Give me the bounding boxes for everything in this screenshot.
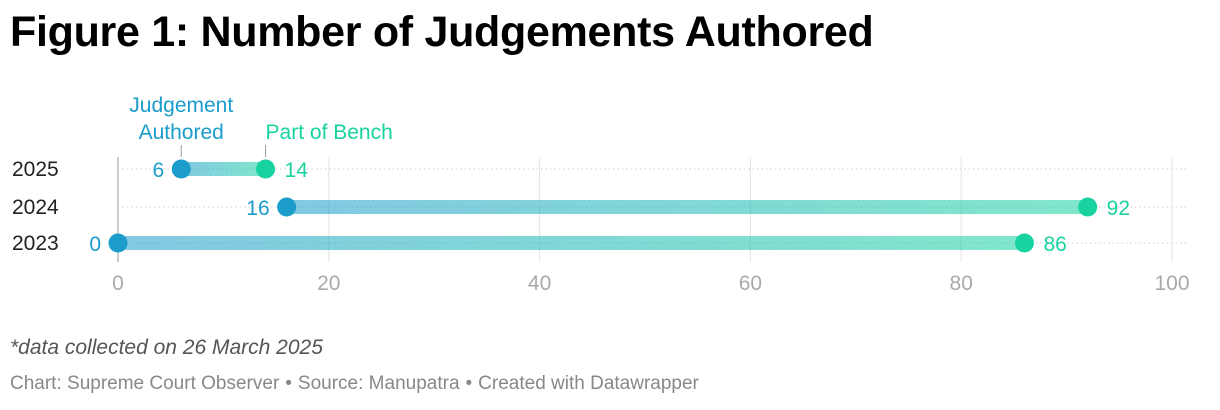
row-label: 2025 bbox=[12, 158, 59, 181]
footer-separator: • bbox=[465, 373, 473, 394]
authored-dot bbox=[171, 159, 191, 179]
x-tick-label: 0 bbox=[112, 272, 124, 295]
authored-dot bbox=[108, 233, 128, 253]
chart-footer: Chart: Supreme Court Observer • Source: Ma… bbox=[10, 373, 699, 395]
x-tick-label: 20 bbox=[317, 272, 340, 295]
footer-separator: • bbox=[285, 373, 292, 394]
range-bar bbox=[286, 200, 1088, 214]
authored-value-label: 6 bbox=[153, 159, 165, 182]
range-dot-chart: 2025 2024 2023 6 14 16 92 0 86 Judgement Authore… bbox=[12, 94, 1190, 295]
x-tick-label: 80 bbox=[950, 272, 973, 295]
bench-value-label: 14 bbox=[285, 159, 309, 182]
x-tick-label: 60 bbox=[739, 272, 762, 295]
authored-value-label: 0 bbox=[89, 233, 101, 256]
bench-dot bbox=[1078, 197, 1098, 217]
x-tick-label: 40 bbox=[528, 272, 551, 295]
range-bar bbox=[181, 162, 266, 176]
authored-dot bbox=[277, 197, 297, 217]
range-bar bbox=[118, 236, 1025, 250]
bench-dot bbox=[256, 159, 276, 179]
bench-value-label: 86 bbox=[1043, 233, 1066, 256]
footer-created-with: Created with Datawrapper bbox=[478, 373, 699, 394]
row-label: 2024 bbox=[12, 196, 59, 219]
legend-bench-label: Part of Bench bbox=[266, 121, 393, 144]
data-note: *data collected on 26 March 2025 bbox=[10, 336, 323, 359]
footer-source: Source: Manupatra bbox=[297, 373, 460, 394]
chart-title: Figure 1: Number of Judgements Authored bbox=[10, 8, 874, 56]
bench-dot bbox=[1014, 233, 1034, 253]
x-tick-label: 100 bbox=[1154, 272, 1189, 295]
row-label: 2023 bbox=[12, 232, 59, 255]
authored-value-label: 16 bbox=[246, 197, 269, 220]
legend-authored-label-line2: Authored bbox=[139, 121, 224, 144]
footer-chart-credit: Chart: Supreme Court Observer bbox=[10, 373, 280, 394]
legend-authored-label-line1: Judgement bbox=[129, 94, 233, 117]
bench-value-label: 92 bbox=[1107, 197, 1130, 220]
